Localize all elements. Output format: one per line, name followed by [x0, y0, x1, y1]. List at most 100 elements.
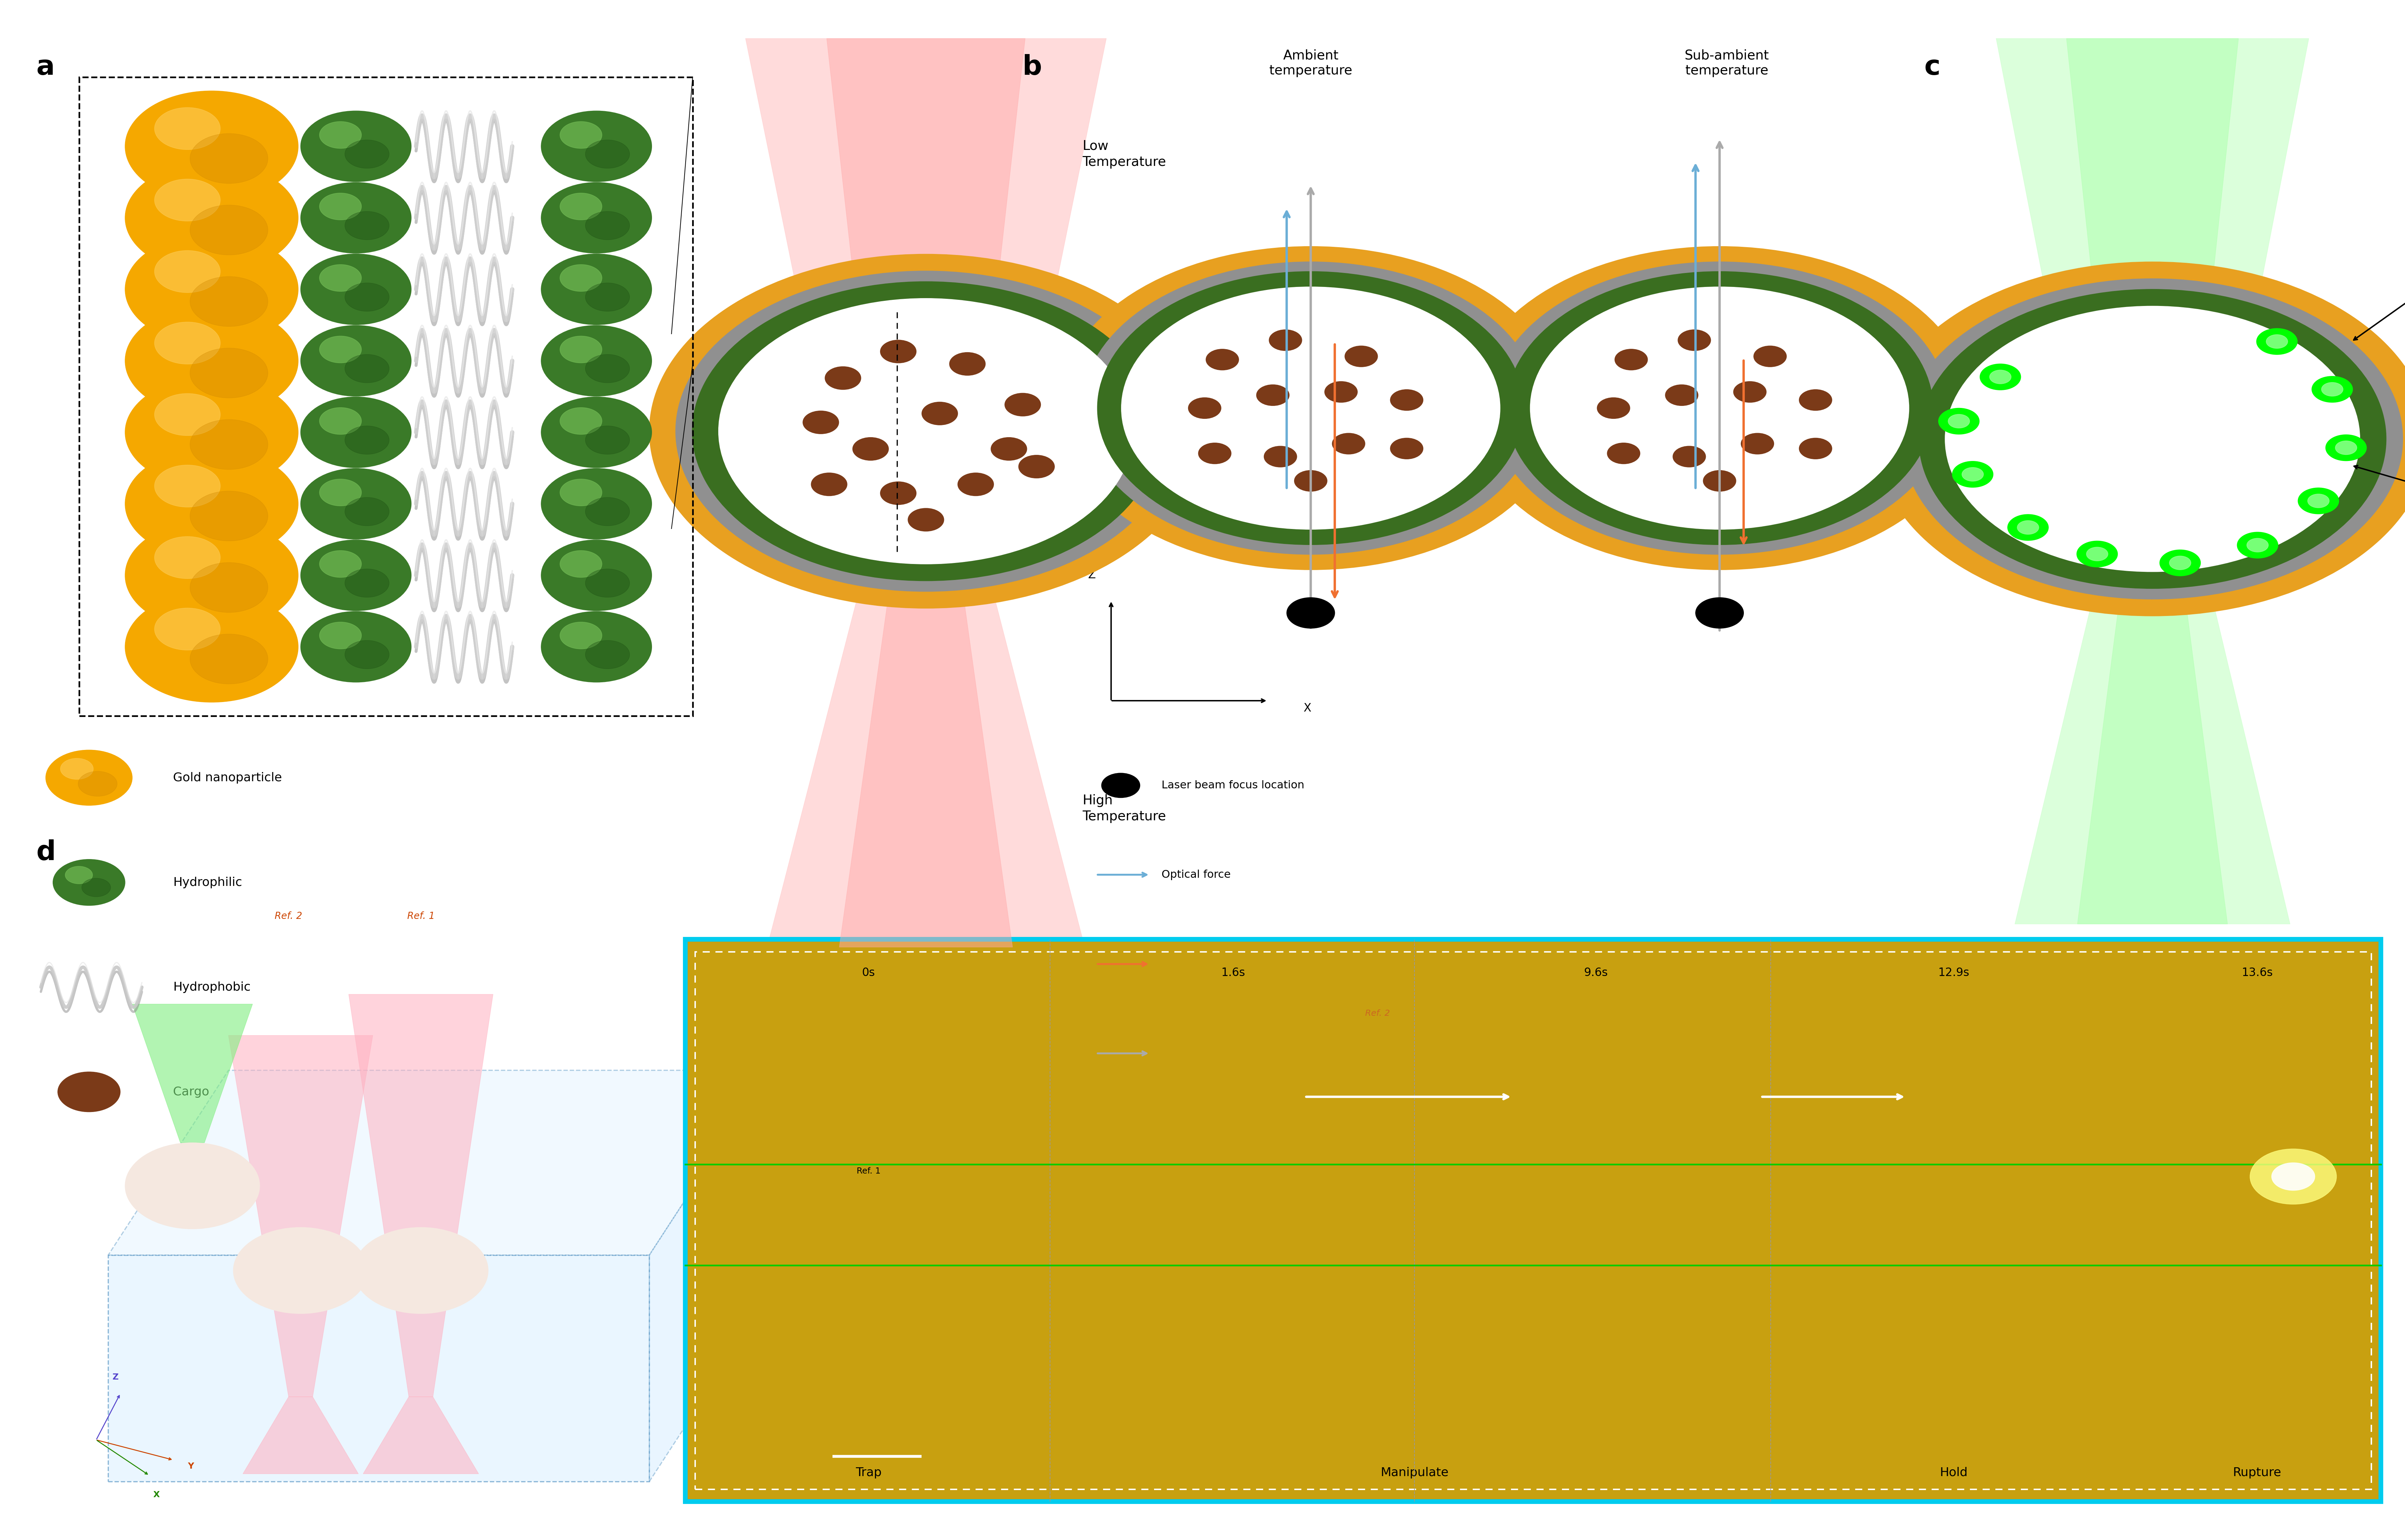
Circle shape — [1664, 385, 1698, 405]
Circle shape — [1938, 408, 1979, 434]
Polygon shape — [2078, 570, 2227, 924]
Circle shape — [354, 1227, 488, 1314]
Circle shape — [1530, 286, 1910, 530]
Circle shape — [541, 611, 652, 682]
Circle shape — [1287, 598, 1335, 628]
Circle shape — [560, 622, 601, 648]
Circle shape — [541, 397, 652, 468]
Text: Trap: Trap — [856, 1466, 883, 1478]
Circle shape — [344, 283, 390, 311]
Text: Rupture: Rupture — [2232, 1466, 2282, 1478]
Text: a: a — [36, 54, 55, 80]
Circle shape — [320, 408, 361, 434]
Circle shape — [190, 491, 267, 541]
Circle shape — [1876, 262, 2405, 616]
Circle shape — [2299, 488, 2338, 514]
Circle shape — [560, 192, 601, 220]
Circle shape — [1390, 437, 1424, 459]
Circle shape — [320, 550, 361, 578]
Circle shape — [301, 397, 411, 468]
Circle shape — [344, 427, 390, 454]
Circle shape — [154, 608, 221, 650]
Text: d: d — [36, 839, 55, 865]
Text: Manipulate: Manipulate — [1380, 1466, 1448, 1478]
Text: 9.6s: 9.6s — [1585, 967, 1609, 978]
Circle shape — [2273, 1163, 2316, 1190]
Circle shape — [2251, 1149, 2338, 1204]
Circle shape — [584, 140, 630, 168]
Text: Ref. 1: Ref. 1 — [406, 912, 435, 921]
Circle shape — [1674, 447, 1705, 467]
Circle shape — [1198, 444, 1231, 464]
Circle shape — [2326, 434, 2367, 460]
Circle shape — [82, 878, 111, 896]
Circle shape — [1390, 390, 1424, 411]
Text: Y: Y — [188, 1461, 195, 1471]
Circle shape — [950, 353, 986, 376]
Polygon shape — [349, 995, 493, 1397]
Text: Ref. 2: Ref. 2 — [274, 912, 303, 921]
Circle shape — [190, 419, 267, 470]
Circle shape — [1467, 246, 1972, 570]
Circle shape — [676, 271, 1176, 591]
Text: Hydrophobic: Hydrophobic — [173, 981, 250, 993]
Text: Sub-ambient
temperature: Sub-ambient temperature — [1684, 49, 1770, 77]
Circle shape — [190, 634, 267, 684]
Circle shape — [58, 1072, 120, 1112]
Circle shape — [190, 205, 267, 256]
Polygon shape — [2066, 38, 2239, 570]
Circle shape — [560, 550, 601, 578]
Circle shape — [541, 182, 652, 253]
Circle shape — [2078, 541, 2116, 567]
Circle shape — [301, 611, 411, 682]
Polygon shape — [108, 1070, 770, 1255]
Circle shape — [1188, 397, 1222, 419]
Text: Z: Z — [1087, 570, 1097, 581]
Circle shape — [1734, 382, 1765, 402]
Circle shape — [125, 591, 298, 702]
Circle shape — [154, 108, 221, 149]
Circle shape — [1491, 262, 1948, 554]
Circle shape — [125, 1143, 260, 1229]
Circle shape — [125, 162, 298, 273]
Text: Low
Temperature: Low Temperature — [1082, 140, 1166, 168]
Circle shape — [301, 182, 411, 253]
Text: Z: Z — [113, 1374, 118, 1381]
Circle shape — [1679, 330, 1710, 351]
Circle shape — [909, 508, 943, 531]
Circle shape — [1946, 306, 2359, 571]
Circle shape — [344, 354, 390, 383]
Circle shape — [584, 354, 630, 383]
Polygon shape — [767, 593, 1085, 947]
Circle shape — [1953, 462, 1994, 488]
Circle shape — [1082, 262, 1539, 554]
Circle shape — [2246, 539, 2268, 553]
Text: 1.6s: 1.6s — [1222, 967, 1246, 978]
Circle shape — [2335, 440, 2357, 454]
Circle shape — [1799, 390, 1833, 411]
Circle shape — [584, 641, 630, 668]
Circle shape — [1696, 598, 1744, 628]
Circle shape — [60, 758, 94, 779]
Text: 12.9s: 12.9s — [1938, 967, 1970, 978]
Circle shape — [541, 468, 652, 539]
Circle shape — [541, 111, 652, 182]
Circle shape — [301, 541, 411, 611]
Circle shape — [957, 473, 993, 496]
Polygon shape — [132, 1004, 253, 1143]
Circle shape — [1979, 363, 2020, 390]
Circle shape — [2321, 382, 2342, 396]
Polygon shape — [827, 38, 1025, 593]
Circle shape — [560, 336, 601, 363]
Circle shape — [810, 473, 847, 496]
Circle shape — [1294, 470, 1328, 491]
Text: Hold: Hold — [1941, 1466, 1967, 1478]
Circle shape — [1121, 286, 1501, 530]
Circle shape — [584, 427, 630, 454]
Circle shape — [880, 340, 916, 363]
Polygon shape — [649, 1070, 770, 1481]
Circle shape — [154, 179, 221, 222]
Circle shape — [1101, 773, 1140, 798]
Circle shape — [2266, 334, 2287, 348]
Text: b: b — [1022, 54, 1041, 80]
